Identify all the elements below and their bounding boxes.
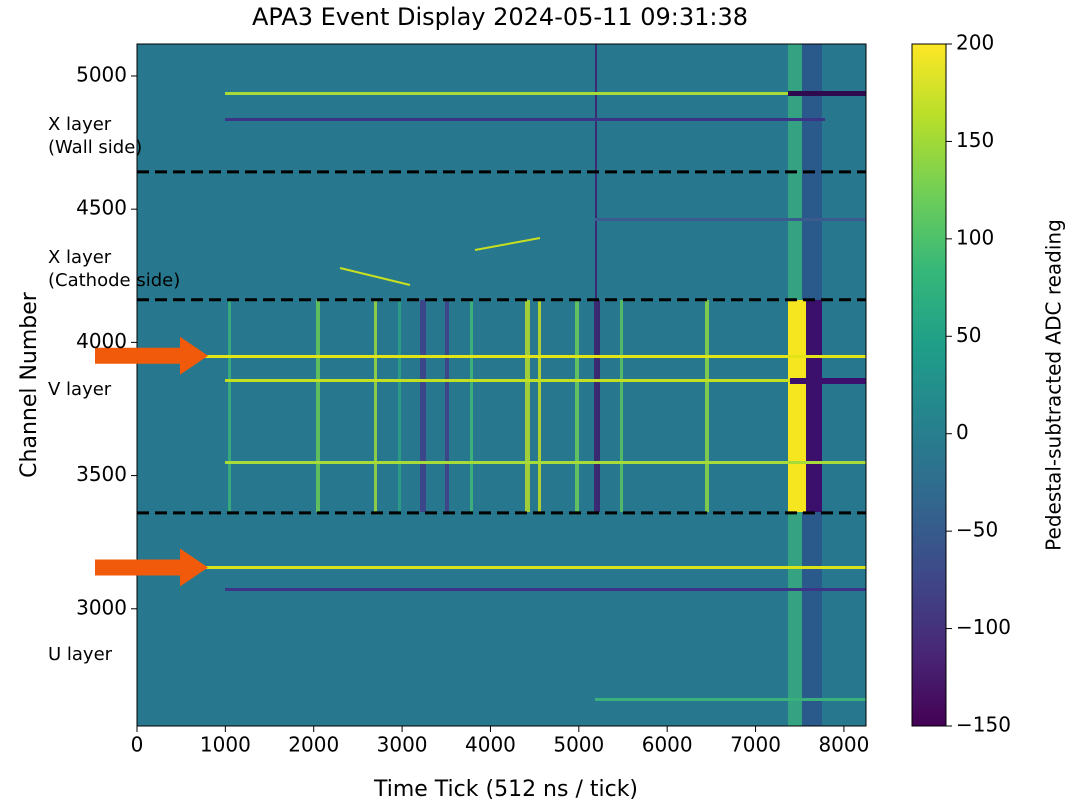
x-tick-label: 6000 bbox=[642, 733, 693, 757]
x-tick-label: 0 bbox=[131, 733, 144, 757]
colorbar-tick-label: −150 bbox=[956, 713, 1011, 737]
x-tick-label: 7000 bbox=[730, 733, 781, 757]
heatmap-image bbox=[137, 44, 866, 726]
y-tick-label: 4000 bbox=[76, 329, 127, 353]
x-tick-label: 8000 bbox=[818, 733, 869, 757]
colorbar-tick-label: 200 bbox=[956, 31, 994, 55]
layer-label: X layer bbox=[48, 114, 112, 135]
x-tick-label: 5000 bbox=[553, 733, 604, 757]
x-tick-label: 3000 bbox=[377, 733, 428, 757]
colorbar-tick-label: 0 bbox=[956, 420, 969, 444]
layer-label: V layer bbox=[48, 379, 112, 400]
y-tick-label: 3500 bbox=[76, 462, 127, 486]
colorbar-tick-label: 100 bbox=[956, 225, 994, 249]
layer-label: U layer bbox=[48, 644, 113, 665]
x-axis-label: Time Tick (512 ns / tick) bbox=[373, 777, 638, 802]
colorbar-tick-label: 50 bbox=[956, 323, 981, 347]
x-tick-label: 4000 bbox=[465, 733, 516, 757]
colorbar-tick-label: −50 bbox=[956, 518, 998, 542]
arrows bbox=[95, 336, 208, 587]
x-tick-label: 2000 bbox=[288, 733, 339, 757]
y-axis-label: Channel Number bbox=[17, 291, 42, 478]
layer-label: (Wall side) bbox=[48, 137, 142, 158]
y-tick-label: 3000 bbox=[76, 595, 127, 619]
colorbar-tick-label: −100 bbox=[956, 615, 1011, 639]
colorbar-label: Pedestal-subtracted ADC reading bbox=[1042, 219, 1066, 551]
layer-label: (Cathode side) bbox=[48, 270, 180, 291]
chart-title: APA3 Event Display 2024-05-11 09:31:38 bbox=[252, 3, 748, 31]
arrow bbox=[95, 548, 208, 587]
colorbar bbox=[911, 43, 947, 727]
arrow bbox=[95, 336, 208, 375]
layer-label: X layer bbox=[48, 247, 112, 268]
colorbar-tick-label: 150 bbox=[956, 128, 994, 152]
plot-frame bbox=[136, 43, 867, 727]
y-tick-label: 4500 bbox=[76, 196, 127, 220]
y-tick-label: 5000 bbox=[76, 62, 127, 86]
x-tick-label: 1000 bbox=[200, 733, 251, 757]
